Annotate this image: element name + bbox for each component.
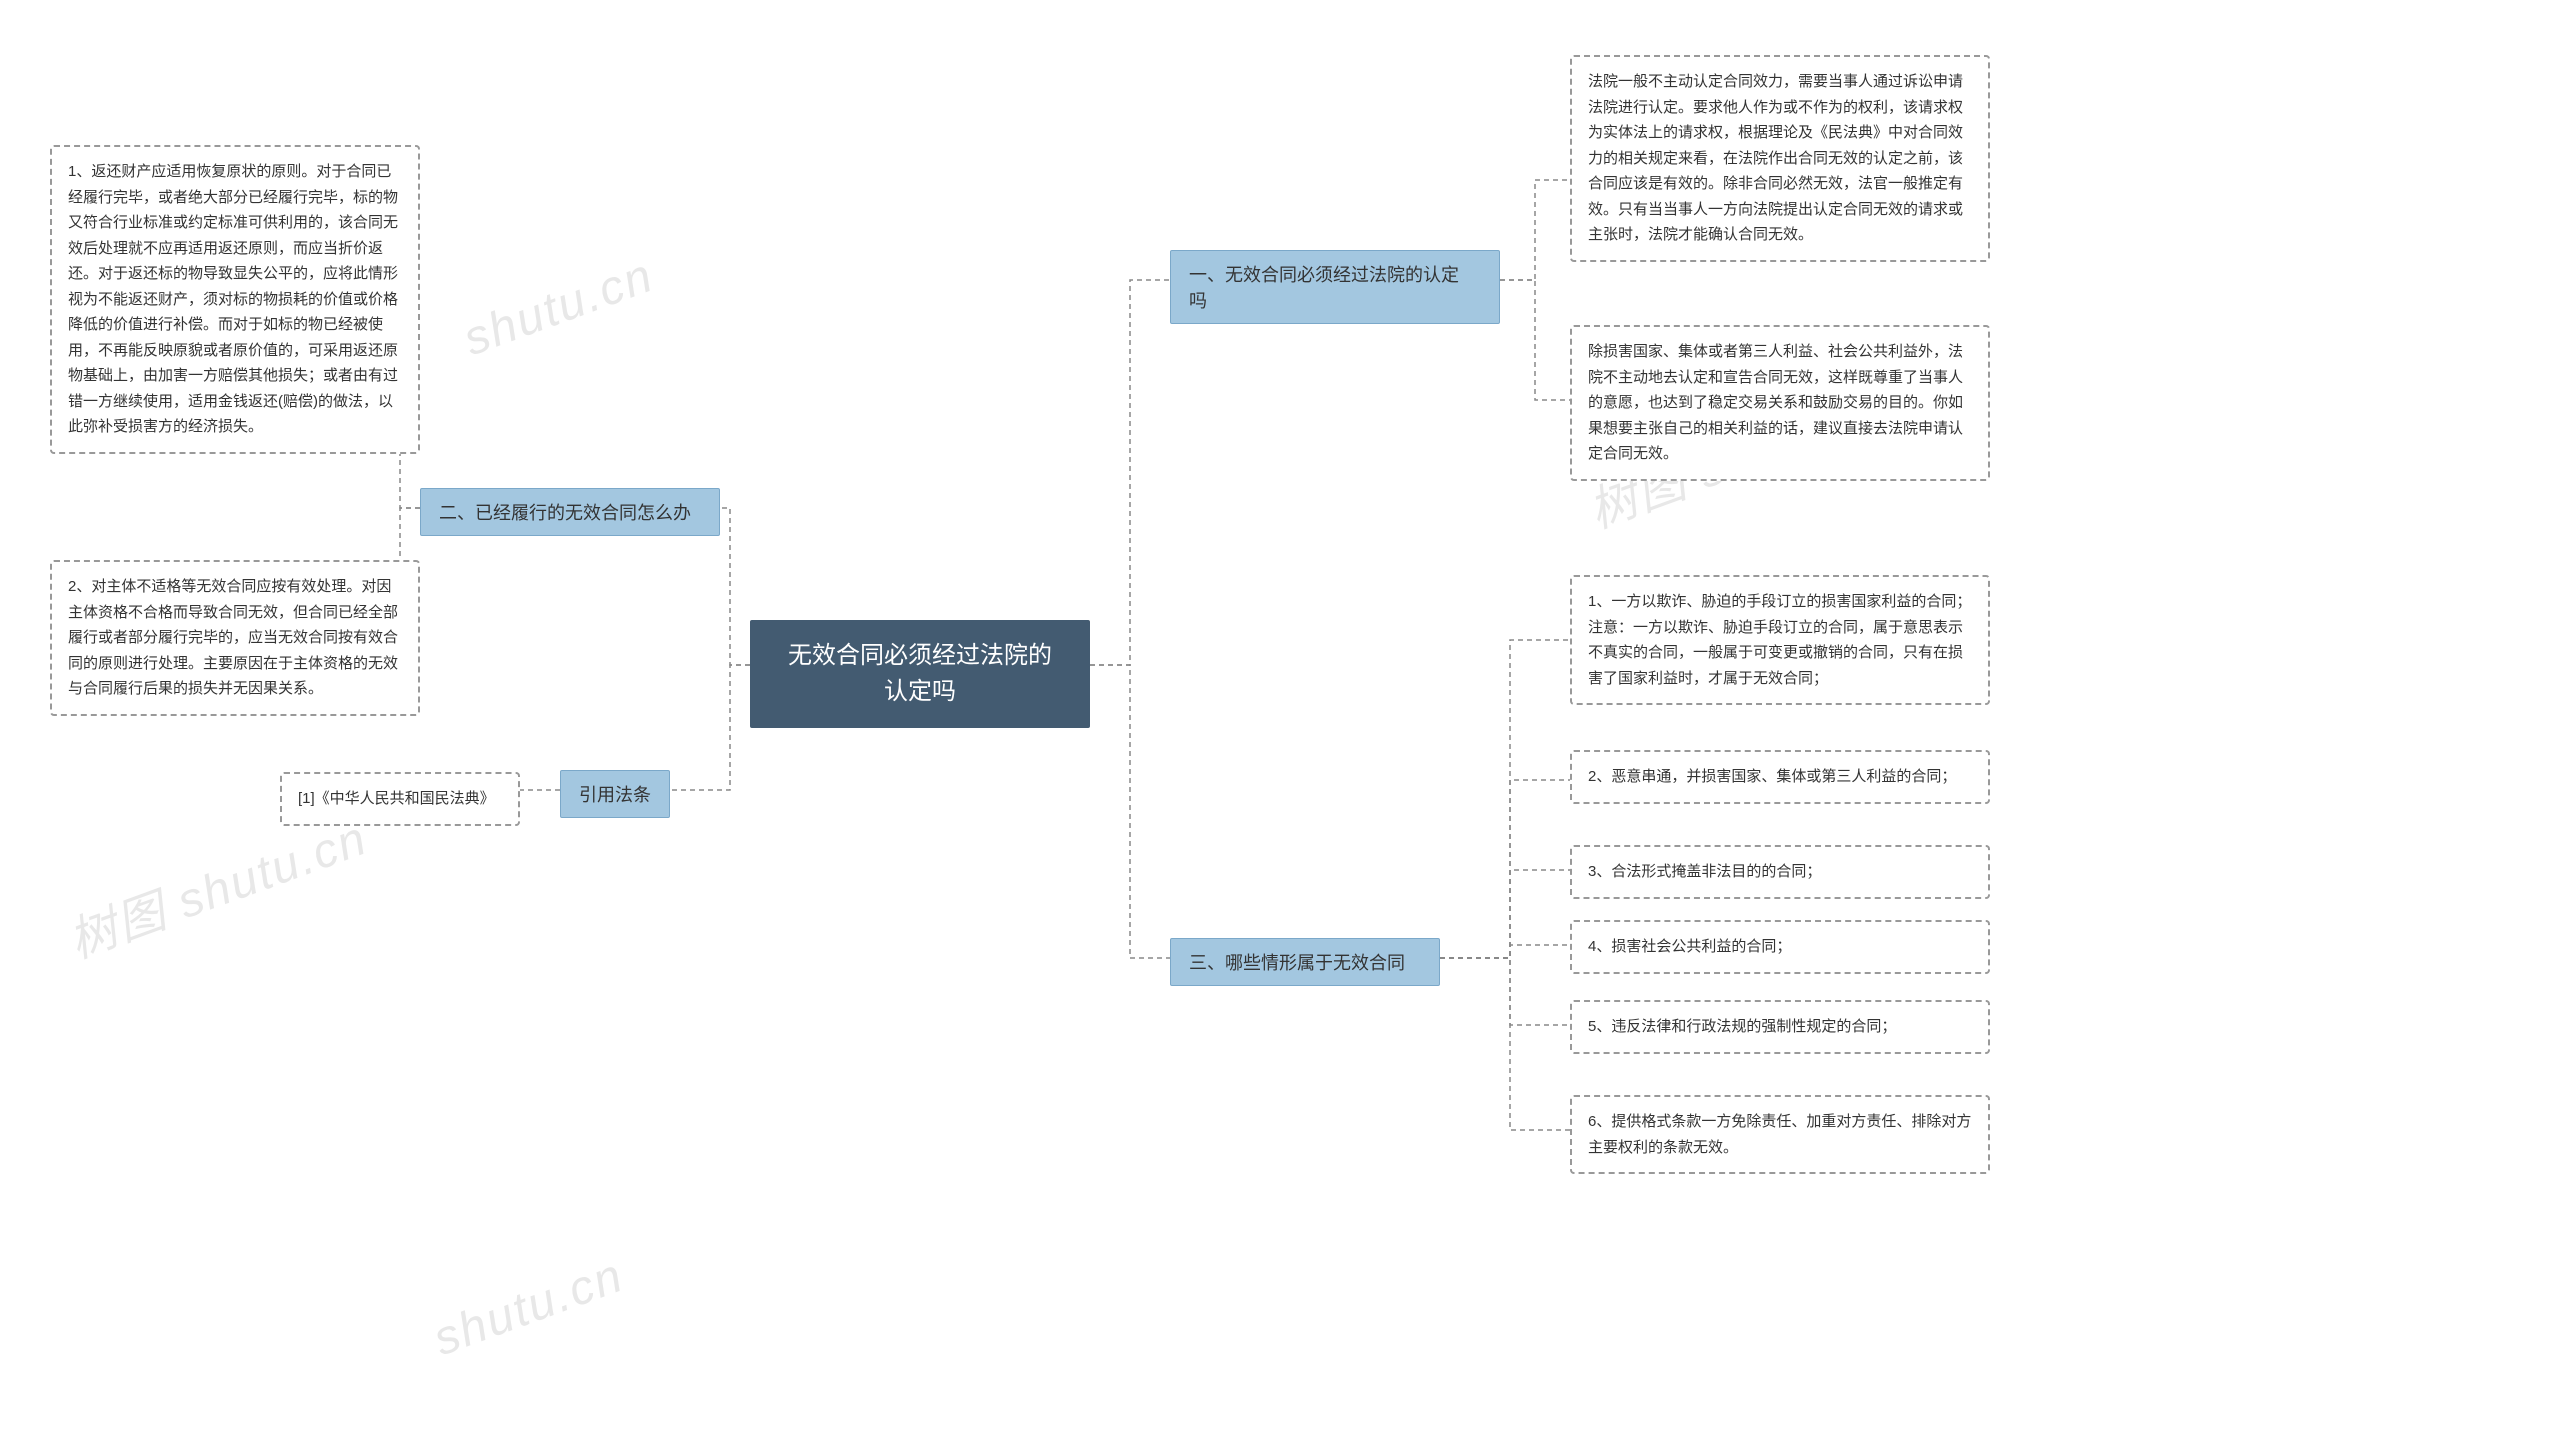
leaf-1a-text: 法院一般不主动认定合同效力，需要当事人通过诉讼申请法院进行认定。要求他人作为或不… [1588,73,1963,243]
leaf-4a-text: [1]《中华人民共和国民法典》 [298,790,495,807]
root-node: 无效合同必须经过法院的认定吗 [750,620,1090,728]
leaf-3d-text: 4、损害社会公共利益的合同； [1588,938,1791,955]
leaf-3b-text: 2、恶意串通，并损害国家、集体或第三人利益的合同； [1588,768,1956,785]
branch-2: 二、已经履行的无效合同怎么办 [420,488,720,536]
leaf-3f-text: 6、提供格式条款一方免除责任、加重对方责任、排除对方主要权利的条款无效。 [1588,1113,1971,1156]
leaf-2b: 2、对主体不适格等无效合同应按有效处理。对因主体资格不合格而导致合同无效，但合同… [50,560,420,716]
leaf-3e-text: 5、违反法律和行政法规的强制性规定的合同； [1588,1018,1896,1035]
leaf-3f: 6、提供格式条款一方免除责任、加重对方责任、排除对方主要权利的条款无效。 [1570,1095,1990,1174]
watermark: shutu.cn [457,248,661,367]
branch-4-text: 引用法条 [579,785,651,805]
leaf-2a-text: 1、返还财产应适用恢复原状的原则。对于合同已经履行完毕，或者绝大部分已经履行完毕… [68,163,398,435]
leaf-2b-text: 2、对主体不适格等无效合同应按有效处理。对因主体资格不合格而导致合同无效，但合同… [68,578,398,697]
branch-4: 引用法条 [560,770,670,818]
branch-1-text: 一、无效合同必须经过法院的认定吗 [1189,265,1459,311]
branch-1: 一、无效合同必须经过法院的认定吗 [1170,250,1500,324]
leaf-3d: 4、损害社会公共利益的合同； [1570,920,1990,974]
branch-3: 三、哪些情形属于无效合同 [1170,938,1440,986]
leaf-3a-text: 1、一方以欺诈、胁迫的手段订立的损害国家利益的合同；注意：一方以欺诈、胁迫手段订… [1588,593,1971,687]
leaf-1a: 法院一般不主动认定合同效力，需要当事人通过诉讼申请法院进行认定。要求他人作为或不… [1570,55,1990,262]
leaf-4a: [1]《中华人民共和国民法典》 [280,772,520,826]
branch-3-text: 三、哪些情形属于无效合同 [1189,953,1405,973]
leaf-3a: 1、一方以欺诈、胁迫的手段订立的损害国家利益的合同；注意：一方以欺诈、胁迫手段订… [1570,575,1990,705]
leaf-3c-text: 3、合法形式掩盖非法目的的合同； [1588,863,1821,880]
leaf-3b: 2、恶意串通，并损害国家、集体或第三人利益的合同； [1570,750,1990,804]
leaf-2a: 1、返还财产应适用恢复原状的原则。对于合同已经履行完毕，或者绝大部分已经履行完毕… [50,145,420,454]
leaf-1b-text: 除损害国家、集体或者第三人利益、社会公共利益外，法院不主动地去认定和宣告合同无效… [1588,343,1963,462]
leaf-3e: 5、违反法律和行政法规的强制性规定的合同； [1570,1000,1990,1054]
leaf-1b: 除损害国家、集体或者第三人利益、社会公共利益外，法院不主动地去认定和宣告合同无效… [1570,325,1990,481]
watermark: shutu.cn [427,1248,631,1367]
root-text: 无效合同必须经过法院的认定吗 [788,642,1052,705]
branch-2-text: 二、已经履行的无效合同怎么办 [439,503,691,523]
leaf-3c: 3、合法形式掩盖非法目的的合同； [1570,845,1990,899]
